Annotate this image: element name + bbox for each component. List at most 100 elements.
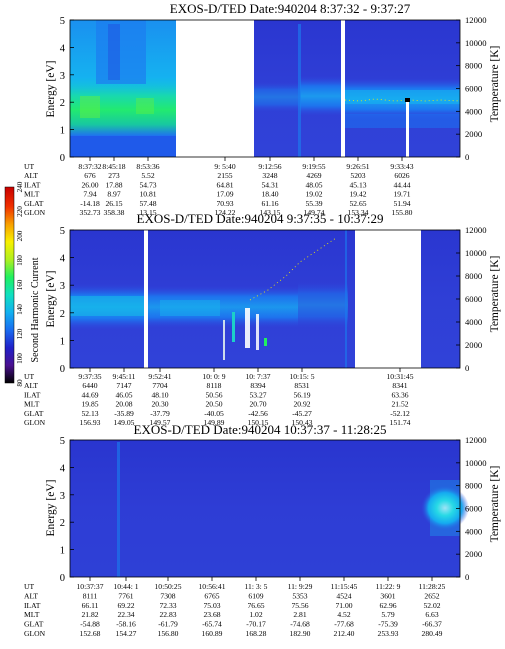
table-cell: 9:33:43: [390, 162, 413, 171]
table-cell: 19.85: [81, 400, 98, 409]
table-cell: 4524: [336, 591, 351, 600]
table-cell: 17.88: [105, 180, 122, 189]
table-cell: 9:19:55: [302, 162, 325, 171]
table-cell: 20.50: [205, 400, 222, 409]
table-row-label: ALT: [24, 171, 38, 180]
panel-2-heatmap: [69, 229, 461, 369]
panel-3-ylabel: Energy [eV]: [45, 480, 57, 537]
table-cell: 66.11: [82, 601, 99, 610]
table-cell: 676: [84, 171, 96, 180]
table-cell: 150.43: [292, 418, 313, 427]
table-cell: 3601: [380, 591, 395, 600]
panel-1-y2label: Temperature [K]: [489, 46, 501, 123]
table-cell: 2.81: [293, 610, 306, 619]
table-cell: 352.73: [80, 208, 101, 217]
table-cell: 143.15: [260, 208, 281, 217]
table-cell: 156.80: [158, 629, 179, 638]
table-cell: 21.52: [391, 400, 408, 409]
panel-1-ytick-label: 5: [60, 16, 65, 27]
table-cell: 3248: [262, 171, 277, 180]
panel-3-y2tick-label: 2000: [465, 549, 482, 559]
panel-1-y2tick-label: 0: [465, 152, 469, 162]
table-cell: 273: [108, 171, 120, 180]
table-cell: 17.09: [216, 190, 233, 199]
table-cell: 5353: [292, 591, 307, 600]
table-cell: -66.37: [422, 620, 442, 629]
table-cell: 9:12:56: [258, 162, 281, 171]
table-cell: 153.34: [348, 208, 369, 217]
table-cell: 11:22: 9: [376, 582, 401, 591]
table-cell: -58.16: [116, 620, 136, 629]
table-cell: 54.73: [139, 180, 156, 189]
panel-2-y2tick-label: 12000: [465, 225, 486, 235]
panel-1-y2tick-label: 2000: [465, 129, 482, 139]
panel-3-ytick-label: 3: [60, 491, 65, 502]
table-cell: 11: 3: 5: [245, 582, 268, 591]
table-cell: -40.05: [204, 409, 224, 418]
table-cell: -75.39: [378, 620, 398, 629]
table-cell: 70.93: [216, 199, 233, 208]
panel-2-ylabel: Energy [eV]: [45, 271, 57, 328]
table-cell: 10:50:25: [154, 582, 181, 591]
table-cell: 56.19: [293, 390, 310, 399]
table-row-label: ILAT: [24, 180, 41, 189]
table-cell: 19.02: [305, 190, 322, 199]
table-cell: 10:37:37: [76, 582, 103, 591]
table-cell: 9:37:35: [78, 372, 101, 381]
table-row-label: GLAT: [24, 199, 44, 208]
colorbar-ticks: 80 100 120 140 160 180 200 220 240: [16, 181, 24, 386]
table-cell: 52.65: [349, 199, 366, 208]
table-cell: 168.28: [246, 629, 267, 638]
table-row-label: ALT: [24, 591, 38, 600]
table-cell: -52.12: [390, 409, 410, 418]
table-cell: 11:15:45: [331, 582, 358, 591]
table-cell: 71.00: [335, 601, 352, 610]
table-cell: 10:44: 1: [113, 582, 138, 591]
table-cell: 2155: [217, 171, 232, 180]
panel-2-ytick-label: 2: [60, 309, 65, 320]
table-cell: 160.89: [202, 629, 223, 638]
panel-1-y2tick-label: 12000: [465, 15, 486, 25]
table-cell: 212.40: [334, 629, 355, 638]
table-cell: 9:26:51: [346, 162, 369, 171]
panel-2-y2tick-label: 0: [465, 363, 469, 373]
panel-3-ytick-label: 5: [60, 436, 65, 447]
panel-3-ytick-label: 4: [60, 463, 66, 474]
table-cell: -42.56: [248, 409, 268, 418]
panel-3-y2tick-label: 12000: [465, 435, 486, 445]
table-cell: 48.05: [305, 180, 322, 189]
table-cell: 4.52: [337, 610, 350, 619]
table-cell: 50.56: [205, 390, 222, 399]
table-cell: -35.89: [114, 409, 134, 418]
table-cell: 6440: [82, 381, 97, 390]
panel-2-y2tick-label: 6000: [465, 294, 482, 304]
table-cell: -74.68: [290, 620, 310, 629]
table-cell: 152.68: [80, 629, 101, 638]
panel-1-ytick-label: 0: [60, 153, 65, 164]
table-cell: 75.56: [291, 601, 308, 610]
table-cell: 4269: [306, 171, 321, 180]
panel-3-heatmap: [69, 439, 469, 578]
table-cell: 64.81: [216, 180, 233, 189]
panel-2-title: EXOS-D/TED Date:940204 9:37:35 - 10:37:2…: [137, 211, 384, 226]
panel-1-ytick-label: 3: [60, 71, 65, 82]
table-cell: 48.10: [151, 390, 168, 399]
panel-1-y2tick-label: 8000: [465, 61, 482, 71]
panel-1-y2tick-label: 6000: [465, 84, 482, 94]
table-cell: 51.94: [393, 199, 410, 208]
table-cell: 10:31:45: [386, 372, 413, 381]
table-cell: 57.48: [139, 199, 156, 208]
table-cell: 280.49: [422, 629, 443, 638]
table-cell: 5.79: [381, 610, 394, 619]
table-cell: 69.22: [117, 601, 134, 610]
panel-3-ytick-label: 0: [60, 573, 65, 584]
table-cell: 8111: [83, 591, 98, 600]
colorbar-tick-label: 160: [16, 279, 24, 290]
colorbar-tick-label: 140: [16, 304, 24, 315]
table-cell: 55.39: [305, 199, 322, 208]
table-cell: 2652: [424, 591, 439, 600]
panel-1-ytick-label: 1: [60, 126, 65, 137]
panel-2-y2tick-label: 4000: [465, 317, 482, 327]
table-cell: -14.18: [80, 199, 100, 208]
